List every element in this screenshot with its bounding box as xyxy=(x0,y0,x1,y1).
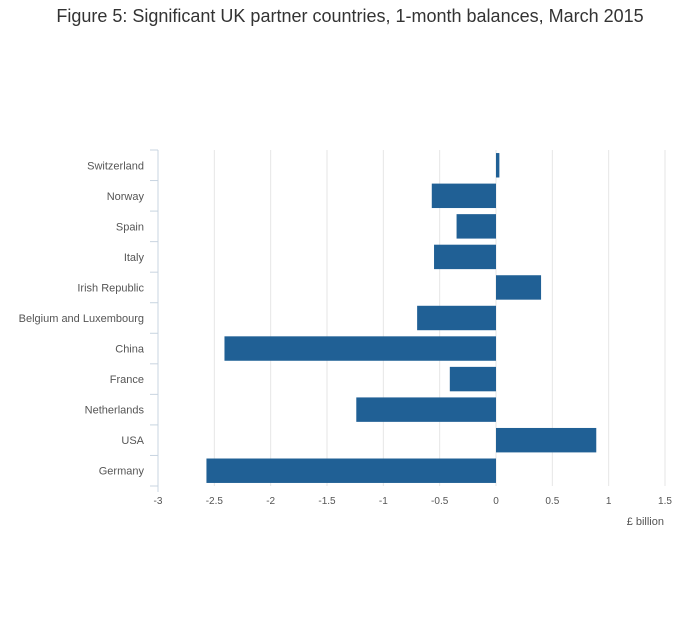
category-label: Switzerland xyxy=(87,160,144,172)
bar xyxy=(449,366,496,392)
x-axis-tick-labels: -3 -2.5 -2 -1.5 -1 -0.5 0 0.5 1 1.5 xyxy=(154,496,673,507)
x-tick-label: -1.5 xyxy=(318,496,336,507)
category-label: Belgium and Luxembourg xyxy=(19,313,144,325)
category-label: France xyxy=(110,374,144,386)
bar xyxy=(496,153,500,178)
category-label: USA xyxy=(121,435,144,447)
bar xyxy=(434,244,496,270)
x-tick-label: -1 xyxy=(379,496,388,507)
bar xyxy=(356,397,496,422)
bars xyxy=(206,153,597,483)
x-tick-label: -2 xyxy=(266,496,275,507)
x-tick-label: 0 xyxy=(493,496,499,507)
chart-title: Figure 5: Significant UK partner countri… xyxy=(56,6,644,26)
x-tick-label: -0.5 xyxy=(431,496,449,507)
category-label: Netherlands xyxy=(85,405,145,417)
bar xyxy=(431,183,496,209)
x-tick-label: -3 xyxy=(154,496,163,507)
category-label: Norway xyxy=(107,191,145,203)
category-label: Irish Republic xyxy=(77,282,144,294)
x-axis-unit-label: £ billion xyxy=(627,516,664,528)
x-tick-label: 1 xyxy=(606,496,612,507)
category-label: Germany xyxy=(99,466,145,478)
category-label: Spain xyxy=(116,221,144,233)
category-label: China xyxy=(115,344,145,356)
x-tick-label: -2.5 xyxy=(206,496,224,507)
category-label: Italy xyxy=(124,252,145,264)
bar xyxy=(417,305,496,331)
y-axis-labels: Switzerland Norway Spain Italy Irish Republi… xyxy=(19,160,145,477)
x-tick-label: 1.5 xyxy=(658,496,672,507)
axes xyxy=(150,149,159,492)
bar xyxy=(224,336,496,361)
bar xyxy=(496,427,597,453)
bar xyxy=(456,214,496,239)
bar xyxy=(206,458,497,483)
bar xyxy=(496,275,542,300)
x-tick-label: 0.5 xyxy=(545,496,559,507)
